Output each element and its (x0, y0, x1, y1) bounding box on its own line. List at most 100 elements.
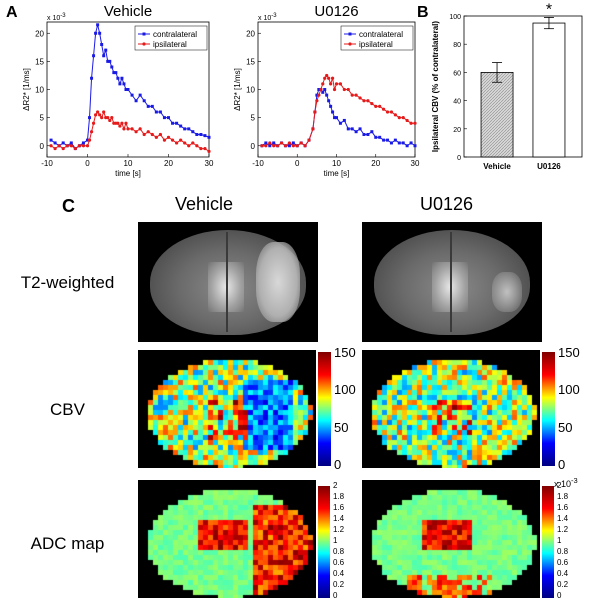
cbv-tick: 150 (334, 345, 356, 360)
data-point-ipsilateral (130, 127, 134, 131)
data-point-contralateral (154, 110, 158, 114)
y-tick-label: 80 (453, 42, 461, 49)
data-point-ipsilateral (382, 107, 386, 111)
data-point-contralateral (116, 76, 120, 80)
y-axis-label: Ipsilateral CBV (% of contralateral) (431, 21, 440, 152)
data-point-ipsilateral (354, 93, 358, 97)
data-point-ipsilateral (146, 130, 150, 134)
data-point-contralateral (96, 23, 100, 27)
data-point-ipsilateral (291, 144, 295, 148)
cbv-tick: 0 (558, 457, 566, 472)
data-point-ipsilateral (295, 144, 299, 148)
data-point-contralateral (167, 116, 170, 120)
y-tick-label: 0 (40, 142, 45, 151)
data-point-contralateral (358, 127, 362, 131)
x-tick-label: U0126 (537, 162, 561, 171)
column-title-vehicle: Vehicle (175, 194, 234, 214)
data-point-ipsilateral (94, 113, 98, 117)
data-point-ipsilateral (378, 104, 382, 108)
data-point-ipsilateral (276, 144, 280, 148)
data-point-contralateral (207, 135, 211, 139)
panel-label-b: B (417, 4, 429, 21)
data-point-contralateral (362, 133, 366, 136)
data-point-ipsilateral (317, 93, 321, 97)
data-point-contralateral (134, 99, 138, 103)
cbv-tick: 150 (558, 345, 580, 360)
legend-marker (142, 32, 146, 36)
cbv-tick: 100 (558, 382, 580, 397)
data-point-contralateral (118, 82, 122, 86)
data-point-ipsilateral (366, 99, 370, 103)
adc-map-vehicle (138, 480, 316, 598)
data-point-contralateral (187, 127, 191, 131)
u0126-time-course-chart: U0126 -10 0 10 20 30 0 5 10 15 20 time [s] ΔR2* [1/m… (233, 3, 420, 178)
data-point-ipsilateral (413, 121, 417, 125)
data-point-ipsilateral (126, 127, 130, 131)
data-point-contralateral (327, 99, 331, 103)
x-tick-label: 20 (164, 159, 173, 168)
x-tick-label: -10 (41, 159, 53, 168)
data-point-contralateral (124, 88, 128, 91)
data-point-ipsilateral (279, 141, 284, 145)
data-point-contralateral (158, 110, 162, 114)
cbv-colorbar-u0126 (542, 352, 555, 466)
data-point-contralateral (405, 144, 409, 148)
data-point-contralateral (393, 138, 397, 142)
data-point-ipsilateral (385, 110, 390, 114)
data-point-contralateral (333, 116, 337, 120)
data-point-ipsilateral (179, 138, 183, 142)
data-point-ipsilateral (264, 144, 268, 148)
data-point-contralateral (325, 93, 329, 97)
data-point-ipsilateral (327, 76, 331, 80)
legend-marker (348, 42, 352, 46)
data-point-ipsilateral (87, 138, 92, 142)
data-point-contralateral (287, 144, 291, 148)
data-point-ipsilateral (77, 144, 81, 148)
row-label-cbv: CBV (50, 400, 85, 419)
adc-tick: 0 (333, 591, 338, 600)
chart-title: Vehicle (104, 3, 152, 20)
data-point-contralateral (409, 141, 413, 145)
adc-tick: 1.4 (333, 514, 345, 523)
data-point-contralateral (335, 116, 338, 120)
adc-tick: 0.8 (557, 547, 569, 556)
panel-label-a: A (6, 4, 18, 21)
data-point-ipsilateral (330, 76, 335, 80)
data-point-ipsilateral (158, 132, 162, 137)
row-label-adc: ADC map (30, 534, 105, 553)
data-point-ipsilateral (283, 144, 288, 148)
legend-entry: contralateral (359, 30, 403, 39)
data-point-contralateral (370, 130, 374, 134)
y-exponent: x 10-3 (47, 13, 66, 22)
y-tick-label: 20 (453, 127, 461, 134)
data-point-contralateral (329, 104, 333, 108)
legend-box (134, 25, 208, 51)
data-point-ipsilateral (191, 141, 195, 145)
data-point-ipsilateral (334, 82, 339, 86)
cbv-colorbar-vehicle (318, 352, 331, 466)
legend-marker (348, 32, 352, 36)
data-point-ipsilateral (319, 87, 323, 92)
adc-tick: 0.2 (333, 580, 345, 589)
bar-Vehicle (480, 72, 514, 158)
y-tick-label: 20 (35, 29, 44, 38)
data-point-ipsilateral (350, 93, 354, 97)
x-tick-label: -10 (252, 159, 264, 168)
adc-tick: 2 (557, 481, 562, 490)
data-point-ipsilateral (268, 141, 272, 145)
data-point-ipsilateral (397, 116, 401, 120)
data-point-contralateral (317, 88, 321, 91)
y-axis-label: ΔR2* [1/ms] (233, 68, 242, 111)
adc-tick: 1.6 (333, 503, 345, 512)
adc-tick: 2 (333, 481, 338, 490)
legend-box (340, 25, 414, 51)
data-point-ipsilateral (138, 127, 142, 131)
data-point-contralateral (315, 93, 319, 97)
adc-tick: 1.2 (557, 525, 569, 534)
data-point-contralateral (81, 141, 85, 145)
data-point-contralateral (175, 121, 179, 125)
data-point-ipsilateral (207, 149, 211, 153)
x-tick-label: Vehicle (483, 162, 511, 171)
data-point-contralateral (323, 88, 327, 91)
data-point-ipsilateral (102, 110, 106, 114)
